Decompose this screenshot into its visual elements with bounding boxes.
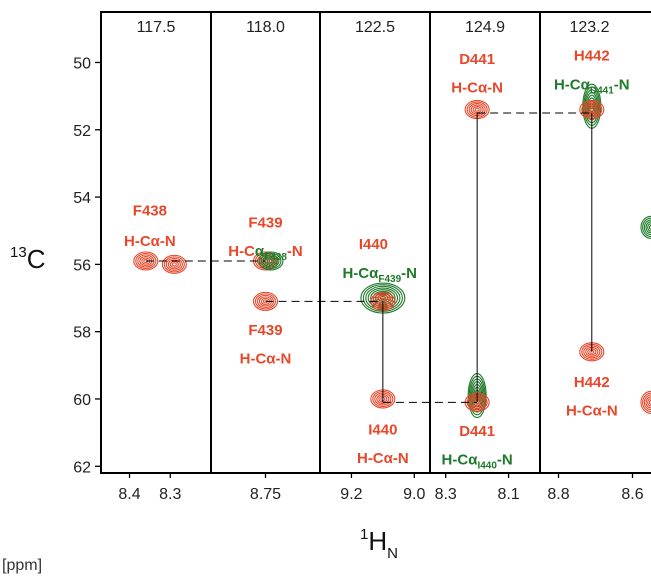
- x-tick-label-0-1: 8.3: [159, 486, 181, 503]
- strip-n15-label-1: 118.0: [246, 19, 285, 36]
- peak-label-1-3: H-Cα-N: [240, 351, 292, 368]
- strip-n15-label-3: 124.9: [465, 19, 505, 36]
- x-tick-label-0-0: 8.4: [118, 486, 140, 503]
- peak-label-3-3: H-CαI440-N: [442, 452, 513, 472]
- plot-border: [100, 11, 651, 474]
- strip-0-peaks: [133, 251, 187, 274]
- peak-label-1-2: F439: [248, 322, 282, 339]
- strip-4-peaks: [579, 83, 651, 414]
- x-tick-label-3-1: 8.1: [497, 486, 519, 503]
- peak-label-2-1: H-CαF439-N: [342, 265, 417, 285]
- y-tick-label-6: 62: [73, 459, 91, 476]
- strip-n15-label-4: 123.2: [569, 19, 609, 36]
- x-tick-label-4-1: 8.6: [621, 486, 643, 503]
- x-axis-label-sup: 1: [360, 526, 368, 543]
- x-tick-label-4-0: 8.8: [547, 486, 569, 503]
- tick-layer: 50 52 54 56 58 60 62 8.4 8.3 117.5 8.75 118.0 9.2 9.0…: [73, 19, 644, 503]
- peak-label-1-1: H-CαF438-N: [228, 243, 303, 263]
- peak-label-3-1: H-Cα-N: [451, 80, 503, 97]
- peak-label-1-0: F439: [248, 214, 282, 231]
- y-tick-label-2: 54: [73, 190, 91, 207]
- y-axis-label-sup: 13: [10, 244, 27, 261]
- y-tick-label-3: 56: [73, 257, 91, 274]
- x-axis-label: 1HN: [360, 526, 398, 562]
- y-tick-label-0: 50: [73, 55, 91, 72]
- peak-label-4-3: H-Cα-N: [566, 403, 618, 420]
- x-axis-label-main: H: [368, 526, 387, 556]
- y-tick-label-5: 60: [73, 392, 91, 409]
- peak-label-0-1: H-Cα-N: [124, 233, 176, 250]
- unit-label: [ppm]: [2, 557, 42, 574]
- y-axis-label: 13C: [10, 244, 45, 274]
- plot-frame: [100, 11, 651, 474]
- peak-0-1: [161, 254, 187, 274]
- peak-label-0-0: F438: [133, 203, 167, 220]
- y-axis-label-main: C: [27, 244, 46, 274]
- peak-4-4: [640, 390, 651, 414]
- connection-layer: [145, 112, 593, 403]
- x-tick-label-1-0: 8.75: [250, 486, 281, 503]
- y-tick-label-4: 58: [73, 325, 91, 342]
- x-tick-label-2-1: 9.0: [403, 486, 425, 503]
- peak-label-2-2: I440: [368, 421, 397, 438]
- peak-4-3: [640, 215, 651, 239]
- strip-n15-label-2: 122.5: [355, 19, 395, 36]
- x-tick-label-2-0: 9.2: [340, 486, 362, 503]
- peak-label-4-1: H-CαD441-N: [554, 76, 630, 96]
- peak-label-2-0: I440: [359, 236, 388, 253]
- x-axis-label-sub: N: [387, 545, 398, 562]
- peak-label-2-3: H-Cα-N: [357, 450, 409, 467]
- peak-label-3-0: D441: [459, 51, 495, 68]
- strip-n15-label-0: 117.5: [137, 19, 176, 36]
- peak-label-3-2: D441: [459, 423, 495, 440]
- annotation-layer: F438 H-Cα-N F439 H-CαF438-N F439 H-Cα-N I440 H-…: [124, 48, 630, 472]
- peak-label-4-2: H442: [574, 374, 610, 391]
- x-tick-label-3-0: 8.3: [435, 486, 457, 503]
- peak-label-4-0: H442: [574, 48, 610, 65]
- y-tick-label-1: 52: [73, 123, 91, 140]
